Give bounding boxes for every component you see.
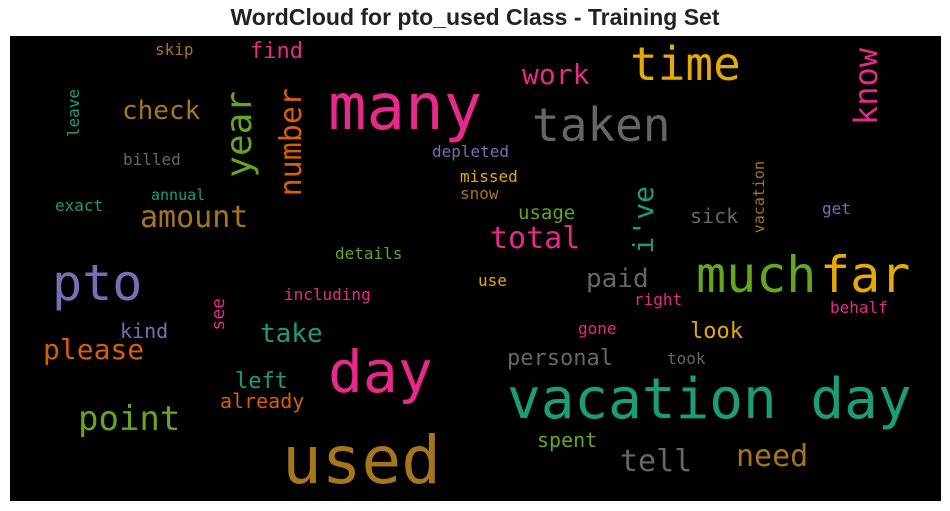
word-vacation-day: vacation day bbox=[507, 367, 912, 432]
word-pto: pto bbox=[52, 254, 143, 312]
word-know: know bbox=[847, 48, 885, 126]
word-get: get bbox=[822, 199, 851, 218]
word-vacation: vacation bbox=[750, 161, 768, 234]
chart-title: WordCloud for pto_used Class - Training … bbox=[230, 4, 720, 30]
word-far: far bbox=[820, 246, 911, 304]
word-exact: exact bbox=[55, 196, 104, 215]
word-personal: personal bbox=[507, 346, 613, 371]
word-snow: snow bbox=[460, 184, 499, 203]
word-behalf: behalf bbox=[830, 298, 888, 317]
word-spent: spent bbox=[537, 428, 598, 452]
word-need: need bbox=[736, 439, 809, 474]
word-sick: sick bbox=[690, 204, 739, 228]
word-taken: taken bbox=[532, 98, 671, 152]
word-leave: leave bbox=[64, 89, 83, 138]
word-see: see bbox=[208, 298, 229, 331]
word-use: use bbox=[478, 271, 507, 290]
word-took: took bbox=[667, 349, 706, 368]
word-paid: paid bbox=[586, 264, 649, 294]
word-point: point bbox=[78, 399, 181, 439]
word-find: find bbox=[250, 39, 303, 64]
word-take: take bbox=[260, 319, 323, 349]
word-right: right bbox=[634, 290, 683, 309]
word-already: already bbox=[220, 389, 305, 413]
word-tell: tell bbox=[620, 444, 693, 479]
word-including: including bbox=[284, 285, 371, 304]
word-usage: usage bbox=[518, 202, 576, 224]
word-depleted: depleted bbox=[432, 142, 510, 161]
word-skip: skip bbox=[155, 40, 194, 59]
word-annual: annual bbox=[151, 186, 206, 204]
word-missed: missed bbox=[460, 167, 518, 186]
word-total: total bbox=[490, 221, 581, 256]
word-day: day bbox=[328, 338, 433, 406]
word-number: number bbox=[274, 88, 309, 197]
word-time: time bbox=[630, 37, 741, 91]
word-billed: billed bbox=[123, 150, 181, 169]
word-gone: gone bbox=[578, 319, 617, 338]
word-check: check bbox=[122, 96, 201, 126]
word-much: much bbox=[696, 246, 817, 304]
word-please: please bbox=[43, 333, 145, 366]
word-many: many bbox=[328, 71, 483, 145]
word-used: used bbox=[282, 422, 441, 499]
word-kind: kind bbox=[120, 319, 169, 343]
word-i-ve: i've bbox=[627, 186, 660, 254]
word-details: details bbox=[335, 244, 403, 263]
word-year: year bbox=[219, 91, 260, 178]
word-amount: amount bbox=[140, 200, 249, 235]
word-look: look bbox=[690, 319, 743, 344]
word-left: left bbox=[235, 369, 288, 394]
word-work: work bbox=[522, 58, 590, 91]
word-cloud-canvas: used vacation day many day taken much far pto ti… bbox=[10, 36, 941, 501]
